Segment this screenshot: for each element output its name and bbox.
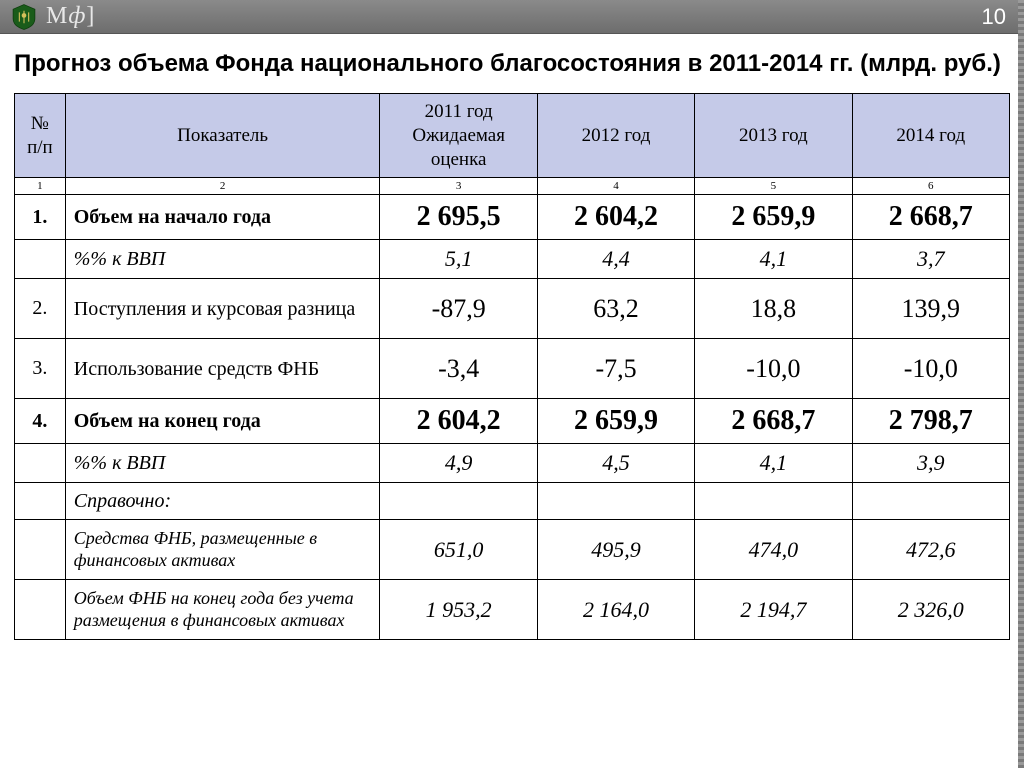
row-value: -10,0 <box>852 339 1009 399</box>
column-number-row: 1 2 3 4 5 6 <box>15 178 1010 195</box>
col-num: 4 <box>537 178 694 195</box>
forecast-table: № п/п Показатель 2011 год Ожидаемая оцен… <box>14 93 1010 640</box>
row-index <box>15 240 66 279</box>
row-value: 4,5 <box>537 444 694 483</box>
row-value: 4,1 <box>695 444 852 483</box>
row-value: 2 695,5 <box>380 195 537 240</box>
row-value: 18,8 <box>695 279 852 339</box>
table-container: № п/п Показатель 2011 год Ожидаемая оцен… <box>0 93 1024 640</box>
table-header-row: № п/п Показатель 2011 год Ожидаемая оцен… <box>15 94 1010 178</box>
table-body: 1 2 3 4 5 6 1.Объем на начало года2 695,… <box>15 178 1010 640</box>
row-value: 2 659,9 <box>695 195 852 240</box>
table-row: %% к ВВП5,14,44,13,7 <box>15 240 1010 279</box>
col-num: 1 <box>15 178 66 195</box>
row-value <box>380 483 537 520</box>
row-value: -7,5 <box>537 339 694 399</box>
page-number: 10 <box>982 0 1006 34</box>
top-bar: Мф] 10 <box>0 0 1024 34</box>
row-value: 474,0 <box>695 520 852 580</box>
row-value: 5,1 <box>380 240 537 279</box>
table-row: Объем ФНБ на конец года без учета размещ… <box>15 580 1010 640</box>
row-value: 3,7 <box>852 240 1009 279</box>
brand-text: Мф] <box>46 3 95 30</box>
table-row: Средства ФНБ, размещенные в финансовых а… <box>15 520 1010 580</box>
table-row: 2.Поступления и курсовая разница-87,963,… <box>15 279 1010 339</box>
row-value <box>695 483 852 520</box>
row-value: 495,9 <box>537 520 694 580</box>
row-value <box>852 483 1009 520</box>
row-value: 3,9 <box>852 444 1009 483</box>
row-value: 4,9 <box>380 444 537 483</box>
col-header: 2012 год <box>537 94 694 178</box>
col-num: 6 <box>852 178 1009 195</box>
row-value: 2 668,7 <box>695 399 852 444</box>
row-index <box>15 580 66 640</box>
brand-bracket: ] <box>86 3 95 29</box>
row-value: 2 659,9 <box>537 399 694 444</box>
row-index <box>15 520 66 580</box>
row-value <box>537 483 694 520</box>
row-value: 472,6 <box>852 520 1009 580</box>
row-index: 4. <box>15 399 66 444</box>
row-value: 651,0 <box>380 520 537 580</box>
col-header: № п/п <box>15 94 66 178</box>
brand-m: М <box>46 3 68 29</box>
row-value: 4,4 <box>537 240 694 279</box>
row-label: Использование средств ФНБ <box>65 339 380 399</box>
row-label: %% к ВВП <box>65 240 380 279</box>
col-header: Показатель <box>65 94 380 178</box>
crest-icon <box>8 3 40 31</box>
brand: Мф] <box>0 3 95 31</box>
row-index <box>15 483 66 520</box>
table-row: %% к ВВП4,94,54,13,9 <box>15 444 1010 483</box>
row-value: 2 164,0 <box>537 580 694 640</box>
row-value: 2 604,2 <box>380 399 537 444</box>
row-label: Объем на конец года <box>65 399 380 444</box>
row-value: -87,9 <box>380 279 537 339</box>
row-value: 2 194,7 <box>695 580 852 640</box>
table-row: 4.Объем на конец года2 604,22 659,92 668… <box>15 399 1010 444</box>
row-value: 2 326,0 <box>852 580 1009 640</box>
table-row: 1.Объем на начало года2 695,52 604,22 65… <box>15 195 1010 240</box>
slide-edge-decor <box>1018 0 1024 768</box>
slide-title: Прогноз объема Фонда национального благо… <box>0 34 1024 93</box>
row-label: Объем на начало года <box>65 195 380 240</box>
col-header: 2014 год <box>852 94 1009 178</box>
brand-f: ф <box>68 3 86 29</box>
row-value: 63,2 <box>537 279 694 339</box>
row-value: 4,1 <box>695 240 852 279</box>
row-label: Поступления и курсовая разница <box>65 279 380 339</box>
row-label: Средства ФНБ, размещенные в финансовых а… <box>65 520 380 580</box>
row-index: 1. <box>15 195 66 240</box>
row-value: 2 604,2 <box>537 195 694 240</box>
row-value: 2 668,7 <box>852 195 1009 240</box>
col-header: 2013 год <box>695 94 852 178</box>
col-header: 2011 год Ожидаемая оценка <box>380 94 537 178</box>
row-index: 3. <box>15 339 66 399</box>
row-value: 2 798,7 <box>852 399 1009 444</box>
row-label: %% к ВВП <box>65 444 380 483</box>
col-num: 3 <box>380 178 537 195</box>
col-num: 2 <box>65 178 380 195</box>
row-index <box>15 444 66 483</box>
row-label: Объем ФНБ на конец года без учета размещ… <box>65 580 380 640</box>
row-value: -3,4 <box>380 339 537 399</box>
row-value: -10,0 <box>695 339 852 399</box>
table-row: Справочно: <box>15 483 1010 520</box>
row-index: 2. <box>15 279 66 339</box>
row-value: 1 953,2 <box>380 580 537 640</box>
row-label: Справочно: <box>65 483 380 520</box>
col-num: 5 <box>695 178 852 195</box>
row-value: 139,9 <box>852 279 1009 339</box>
table-row: 3.Использование средств ФНБ-3,4-7,5-10,0… <box>15 339 1010 399</box>
